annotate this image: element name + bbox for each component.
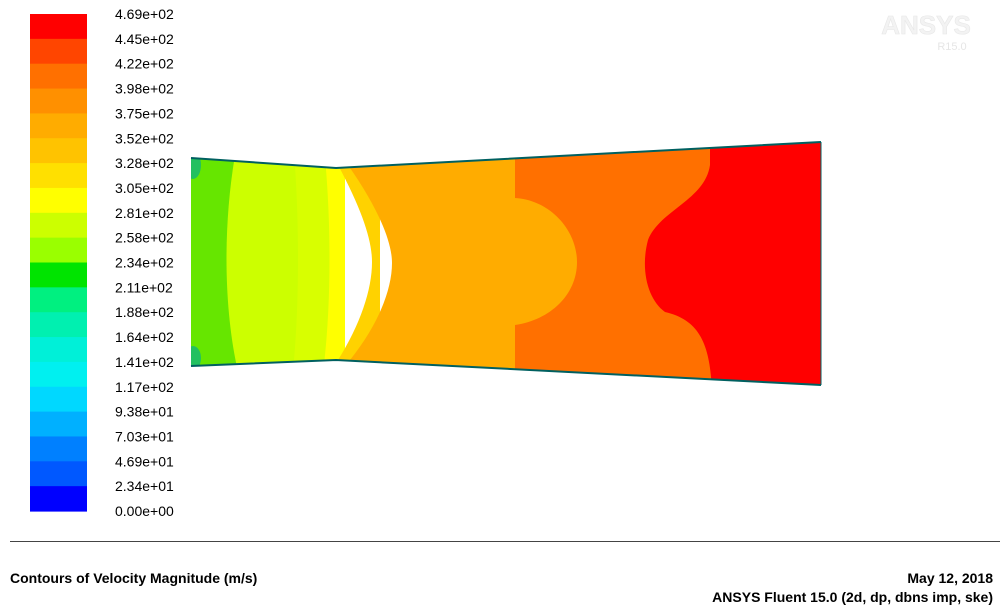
- legend-label: 3.28e+02: [115, 155, 174, 171]
- legend-label: 1.17e+02: [115, 379, 174, 395]
- plot-date: May 12, 2018: [907, 570, 993, 586]
- contour-inlet-corner-top: [191, 151, 201, 179]
- legend-swatch: [30, 237, 87, 264]
- legend-swatch: [30, 14, 87, 40]
- contour-outlet: [644, 142, 821, 385]
- legend-swatch: [30, 486, 87, 512]
- legend-label: 2.58e+02: [115, 230, 174, 246]
- legend-swatch: [30, 262, 87, 288]
- legend-label: 9.38e+01: [115, 404, 174, 420]
- legend-label: 2.34e+01: [115, 478, 174, 494]
- legend-label: 2.81e+02: [115, 205, 174, 221]
- legend-swatch: [30, 337, 87, 363]
- plot-title: Contours of Velocity Magnitude (m/s): [10, 570, 258, 586]
- legend-label: 4.69e+02: [115, 6, 174, 22]
- legend-label: 1.64e+02: [115, 329, 174, 345]
- legend-swatch: [30, 88, 87, 114]
- legend-swatch: [30, 38, 87, 65]
- legend-swatch: [30, 461, 87, 487]
- legend-label: 3.98e+02: [115, 81, 174, 97]
- legend-swatch: [30, 312, 87, 338]
- legend-label: 1.88e+02: [115, 304, 174, 320]
- legend-swatch: [30, 187, 87, 214]
- legend-swatch: [30, 361, 87, 388]
- legend-label: 0.00e+00: [115, 503, 174, 519]
- solver-info: ANSYS Fluent 15.0 (2d, dp, dbns imp, ske…: [712, 589, 993, 605]
- watermark-brand: ANSYS: [881, 10, 971, 40]
- nozzle-wall-bottom: [190, 358, 822, 386]
- contour-inlet-corner-bottom: [191, 346, 201, 370]
- legend-label: 2.34e+02: [115, 255, 174, 271]
- nozzle-wall-top: [190, 141, 822, 170]
- legend-label: 4.45e+02: [115, 31, 174, 47]
- legend-label: 4.69e+01: [115, 453, 174, 469]
- legend-swatch: [30, 436, 87, 462]
- legend-label: 7.03e+01: [115, 428, 174, 444]
- legend-swatch: [30, 212, 87, 239]
- footer-divider: [10, 541, 1000, 542]
- legend-swatch: [30, 63, 87, 90]
- legend-label: 4.22e+02: [115, 56, 174, 72]
- contour-throat-core: [322, 142, 345, 380]
- color-legend: 4.69e+02 4.45e+02 4.22e+02 3.98e+02 3.75e+02…: [30, 6, 174, 519]
- legend-swatch: [30, 411, 87, 438]
- watermark-version: R15.0: [937, 41, 966, 53]
- legend-label: 3.52e+02: [115, 130, 174, 146]
- legend-label: 2.11e+02: [115, 279, 173, 295]
- legend-label: 3.05e+02: [115, 180, 174, 196]
- legend-swatch: [30, 113, 87, 139]
- legend-swatch: [30, 287, 87, 313]
- legend-swatch: [30, 138, 87, 164]
- ansys-logo-watermark: ANSYS R15.0: [881, 10, 971, 53]
- legend-swatch: [30, 163, 87, 189]
- nozzle-domain: [190, 141, 822, 386]
- legend-label: 1.41e+02: [115, 354, 174, 370]
- legend-label: 3.75e+02: [115, 105, 174, 121]
- legend-swatch: [30, 386, 87, 413]
